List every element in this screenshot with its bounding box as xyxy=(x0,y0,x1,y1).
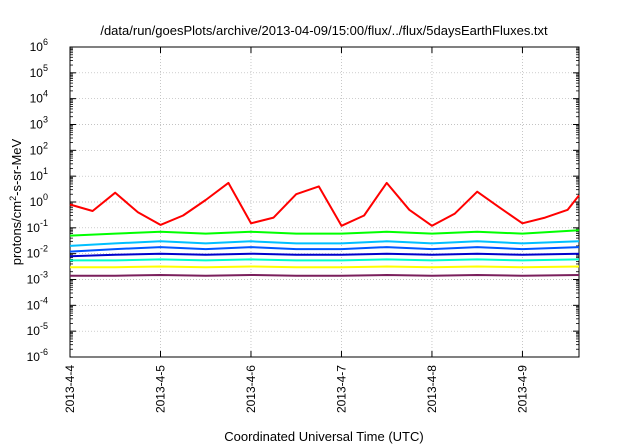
x-tick-label: 2013-4-5 xyxy=(153,365,167,413)
y-tick-label: 10-1 xyxy=(27,218,48,235)
series-line xyxy=(70,265,580,269)
x-tick-label: 2013-4-6 xyxy=(244,365,258,413)
series-line xyxy=(69,252,580,258)
series-line xyxy=(69,181,580,227)
y-axis-label: protons/cm2-s-sr-MeV xyxy=(8,138,24,265)
y-tick-label: 100 xyxy=(30,192,48,209)
y-tick-label: 103 xyxy=(30,115,48,132)
y-tick-label: 106 xyxy=(30,37,48,54)
y-tick-label: 101 xyxy=(30,166,48,183)
x-axis: 2013-4-4 2013-4-5 2013-4-6 2013-4-7 2013-4-8… xyxy=(63,365,529,413)
x-tick-label: 2013-4-8 xyxy=(425,365,439,413)
y-axis-label-base: protons/cm xyxy=(9,201,24,265)
y-tick-label: 105 xyxy=(30,63,48,80)
x-tick-label: 2013-4-7 xyxy=(334,365,348,413)
y-tick-label: 104 xyxy=(30,89,48,106)
axis-ticks xyxy=(69,46,579,358)
x-tick-label: 2013-4-9 xyxy=(515,365,529,413)
y-tick-label: 10-4 xyxy=(27,295,48,312)
y-tick-label: 10-5 xyxy=(27,321,48,338)
y-axis-label-sup: 2 xyxy=(8,196,18,201)
y-tick-label: 10-3 xyxy=(27,270,48,287)
series-line xyxy=(70,258,580,262)
y-tick-label: 102 xyxy=(30,140,48,157)
x-tick-label: 2013-4-4 xyxy=(63,365,77,413)
y-tick-label: 10-2 xyxy=(27,244,48,261)
series-line xyxy=(70,274,580,277)
series-group xyxy=(69,181,580,277)
x-axis-label: Coordinated Universal Time (UTC) xyxy=(224,429,423,444)
y-axis-label-tail: -s-sr-MeV xyxy=(9,138,24,195)
series-line xyxy=(69,229,580,237)
grid xyxy=(70,47,579,357)
y-tick-label: 10-6 xyxy=(27,347,48,364)
y-axis: 10-6 10-5 10-4 10-3 10-2 10-1 100 101 102 103 104 1… xyxy=(27,37,48,364)
series-line xyxy=(69,246,580,253)
chart-title: /data/run/goesPlots/archive/2013-04-09/1… xyxy=(100,23,548,38)
series-line xyxy=(69,240,580,247)
